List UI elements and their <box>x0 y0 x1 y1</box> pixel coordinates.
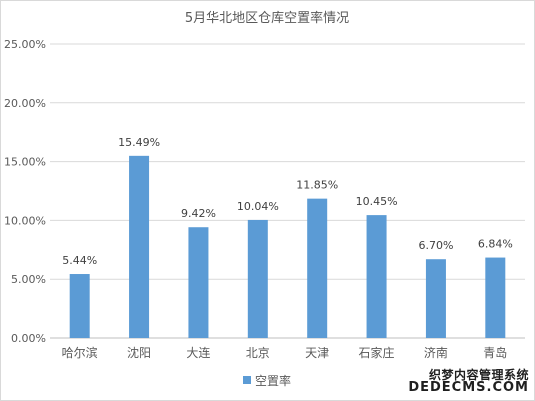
legend-swatch <box>243 376 251 384</box>
data-label: 5.44% <box>62 254 97 267</box>
x-tick-label: 天津 <box>305 346 329 360</box>
bar <box>69 274 90 338</box>
bars <box>69 155 506 338</box>
y-tick-label: 5.00% <box>11 273 46 286</box>
bar <box>307 198 328 338</box>
x-tick-label: 沈阳 <box>127 345 151 360</box>
watermark: 织梦内容管理系统 DEDECMS.COM <box>408 369 529 395</box>
x-tick-label: 石家庄 <box>359 345 395 360</box>
bar <box>485 257 506 338</box>
y-axis-ticks: 0.00% 5.00% 10.00% 15.00% 20.00% 25.00% <box>4 38 46 345</box>
x-tick-label: 哈尔滨 <box>62 345 98 360</box>
legend: 空置率 <box>243 373 291 388</box>
y-tick-label: 0.00% <box>11 332 46 345</box>
bar <box>425 259 446 338</box>
watermark-line2: DEDECMS.COM <box>408 380 529 396</box>
data-label: 10.04% <box>237 200 279 213</box>
bar <box>129 155 150 338</box>
x-tick-label: 青岛 <box>483 345 507 360</box>
y-tick-label: 25.00% <box>4 38 46 51</box>
watermark-line1: 织梦内容管理系统 <box>428 367 529 382</box>
data-label: 15.49% <box>118 136 160 149</box>
x-tick-label: 北京 <box>246 346 270 360</box>
bar <box>247 219 268 338</box>
legend-label: 空置率 <box>255 373 291 388</box>
chart-title: 5月华北地区仓库空置率情况 <box>185 10 349 26</box>
y-tick-label: 15.00% <box>4 156 46 169</box>
x-tick-label: 济南 <box>424 345 448 360</box>
x-tick-label: 大连 <box>186 345 210 360</box>
bar <box>366 215 387 338</box>
data-label: 11.85% <box>296 179 338 192</box>
y-tick-label: 10.00% <box>4 214 46 227</box>
data-labels: 5.44% 15.49% 9.42% 10.04% 11.85% 10.45% 6.70% 6… <box>62 136 513 267</box>
data-label: 10.45% <box>356 195 398 208</box>
data-label: 9.42% <box>181 207 216 220</box>
data-label: 6.70% <box>418 239 453 252</box>
y-tick-label: 20.00% <box>4 97 46 110</box>
data-label: 6.84% <box>478 238 513 251</box>
bar <box>188 227 209 338</box>
x-axis-ticks: 哈尔滨 沈阳 大连 北京 天津 石家庄 济南 青岛 <box>62 345 508 360</box>
gridlines <box>50 43 525 339</box>
